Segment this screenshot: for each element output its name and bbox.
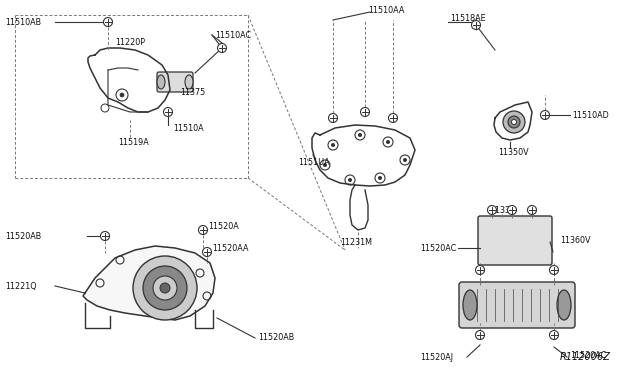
Ellipse shape xyxy=(463,290,477,320)
Text: 11519A: 11519A xyxy=(118,138,148,147)
FancyBboxPatch shape xyxy=(459,282,575,328)
Text: 11360V: 11360V xyxy=(560,235,591,244)
Circle shape xyxy=(550,266,559,275)
Text: 1151UA: 1151UA xyxy=(298,157,330,167)
Circle shape xyxy=(153,276,177,300)
Circle shape xyxy=(358,133,362,137)
Circle shape xyxy=(143,266,187,310)
Circle shape xyxy=(550,330,559,340)
Circle shape xyxy=(378,176,382,180)
Circle shape xyxy=(476,266,484,275)
Circle shape xyxy=(160,283,170,293)
Circle shape xyxy=(388,113,397,122)
FancyBboxPatch shape xyxy=(478,216,552,265)
Circle shape xyxy=(472,20,481,29)
Circle shape xyxy=(163,108,173,116)
Text: 11510AD: 11510AD xyxy=(572,110,609,119)
Circle shape xyxy=(133,256,197,320)
Text: 11221Q: 11221Q xyxy=(5,282,36,291)
Text: 11520AB: 11520AB xyxy=(5,231,41,241)
Text: 11510AA: 11510AA xyxy=(368,6,404,15)
Circle shape xyxy=(360,108,369,116)
Circle shape xyxy=(104,17,113,26)
Circle shape xyxy=(527,205,536,215)
Circle shape xyxy=(120,93,124,97)
Ellipse shape xyxy=(508,116,520,128)
Ellipse shape xyxy=(557,290,571,320)
Text: 11220P: 11220P xyxy=(115,38,145,46)
Text: 11510AC: 11510AC xyxy=(215,31,251,39)
Text: 11510AB: 11510AB xyxy=(5,17,41,26)
Text: 11231M: 11231M xyxy=(340,237,372,247)
Circle shape xyxy=(348,178,352,182)
Circle shape xyxy=(541,110,550,119)
Circle shape xyxy=(202,247,211,257)
Text: 11520AJ: 11520AJ xyxy=(420,353,453,362)
Circle shape xyxy=(328,113,337,122)
Text: R112006Z: R112006Z xyxy=(560,352,611,362)
Ellipse shape xyxy=(157,75,165,89)
Text: 11520AC: 11520AC xyxy=(420,244,456,253)
Text: 11510A: 11510A xyxy=(173,124,204,132)
Text: 11375: 11375 xyxy=(180,87,205,96)
FancyBboxPatch shape xyxy=(157,72,193,92)
Text: 11518AE: 11518AE xyxy=(450,13,486,22)
Text: 11350V: 11350V xyxy=(498,148,529,157)
Circle shape xyxy=(386,140,390,144)
Ellipse shape xyxy=(511,119,516,125)
Polygon shape xyxy=(83,246,215,320)
Ellipse shape xyxy=(503,111,525,133)
Circle shape xyxy=(508,205,516,215)
Text: 11520A: 11520A xyxy=(208,221,239,231)
Circle shape xyxy=(198,225,207,234)
Text: 11520AB: 11520AB xyxy=(258,334,294,343)
Circle shape xyxy=(331,143,335,147)
Text: 11520AC: 11520AC xyxy=(570,350,606,359)
Circle shape xyxy=(100,231,109,241)
Text: 11520AA: 11520AA xyxy=(212,244,248,253)
Circle shape xyxy=(403,158,407,162)
Circle shape xyxy=(218,44,227,52)
Ellipse shape xyxy=(185,75,193,89)
Text: 11332: 11332 xyxy=(490,205,515,215)
Circle shape xyxy=(323,163,327,167)
Circle shape xyxy=(488,205,497,215)
Circle shape xyxy=(476,330,484,340)
